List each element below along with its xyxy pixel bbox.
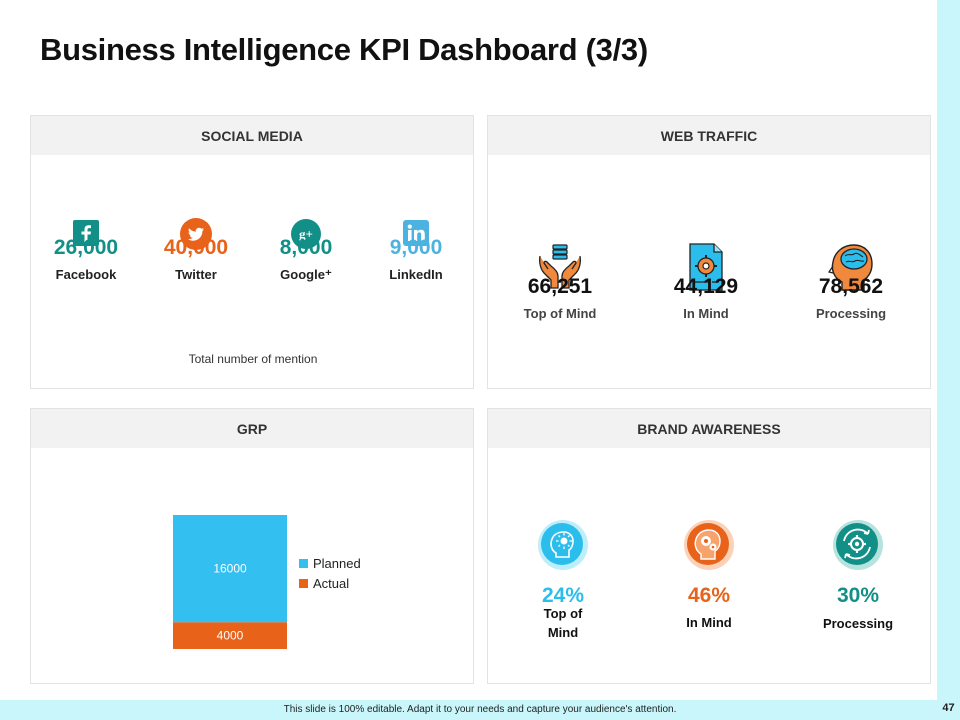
- twitter-value: 40,000: [163, 236, 229, 259]
- head-idea-icon: [537, 519, 589, 576]
- web-traffic-header: WEB TRAFFIC: [488, 116, 930, 155]
- brand-in-mind-label: In Mind: [686, 615, 732, 630]
- brand-awareness-panel: BRAND AWARENESS 24% Top of Mind: [487, 408, 931, 684]
- google-plus-label: Google⁺: [280, 267, 332, 282]
- linkedin-icon: [403, 220, 429, 251]
- facebook-label: Facebook: [55, 267, 117, 282]
- social-media-panel: SOCIAL MEDIA 26,000 Facebook 40,000 Twit…: [30, 115, 474, 389]
- google-plus-value: 8,000: [279, 236, 333, 259]
- grp-stacked-bar-chart: 4000 16000: [173, 515, 287, 649]
- brand-in-mind-value: 46%: [687, 584, 731, 607]
- brand-awareness-header: BRAND AWARENESS: [488, 409, 930, 448]
- bar-label-actual: 4000: [217, 629, 244, 643]
- legend-label-actual: Actual: [313, 576, 350, 591]
- web-traffic-panel: WEB TRAFFIC 66,251 Top of Mind: [487, 115, 931, 389]
- brand-item-processing: 30% Processing: [803, 409, 913, 679]
- google-plus-icon: g+: [291, 219, 321, 254]
- web-in-mind-value: 44,129: [673, 275, 739, 298]
- web-processing-label: Processing: [815, 306, 887, 321]
- twitter-icon: [180, 218, 212, 255]
- web-processing-value: 78,562: [818, 275, 884, 298]
- page-title: Business Intelligence KPI Dashboard (3/3…: [40, 32, 648, 67]
- brand-processing-label: Processing: [822, 616, 894, 631]
- web-in-mind-label: In Mind: [683, 306, 729, 321]
- bar-segment-actual: [173, 622, 287, 649]
- svg-text:g+: g+: [299, 227, 313, 242]
- facebook-icon: [73, 220, 99, 251]
- grp-panel: GRP 4000 16000 Planned Actual: [30, 408, 474, 684]
- cycle-gear-icon: [832, 519, 884, 576]
- brand-top-of-mind-value: 24%: [541, 584, 585, 607]
- web-top-of-mind-label: Top of Mind: [523, 306, 597, 321]
- document-gear-icon: [686, 242, 726, 297]
- brand-item-top-of-mind: 24% Top of Mind: [508, 409, 618, 679]
- linkedin-value: 9,000: [389, 236, 443, 259]
- legend-item-planned: Planned: [299, 556, 361, 571]
- brand-top-of-mind-label: Top of Mind: [543, 606, 583, 640]
- bar-segment-planned: [173, 515, 287, 623]
- facebook-value: 26,000: [53, 236, 119, 259]
- footer-bar: [0, 700, 960, 720]
- grp-header: GRP: [31, 409, 473, 448]
- legend-item-actual: Actual: [299, 576, 349, 591]
- social-caption: Total number of mention: [188, 352, 318, 366]
- head-gears-icon: [683, 519, 735, 576]
- legend-swatch-actual: [299, 579, 308, 588]
- right-accent-strip: [937, 0, 960, 720]
- bar-label-planned: 16000: [213, 562, 247, 576]
- legend-label-planned: Planned: [313, 556, 361, 571]
- linkedin-label: LinkedIn: [389, 267, 443, 282]
- head-brain-icon: [827, 242, 874, 297]
- social-media-header: SOCIAL MEDIA: [31, 116, 473, 155]
- page-number: 47: [942, 702, 955, 714]
- brand-item-in-mind: 46% In Mind: [654, 409, 764, 679]
- hands-database-icon: [536, 242, 584, 297]
- web-top-of-mind-value: 66,251: [527, 275, 593, 298]
- legend-swatch-planned: [299, 559, 308, 568]
- brand-processing-value: 30%: [836, 584, 880, 607]
- twitter-label: Twitter: [175, 267, 217, 282]
- footer-text: This slide is 100% editable. Adapt it to…: [283, 704, 677, 715]
